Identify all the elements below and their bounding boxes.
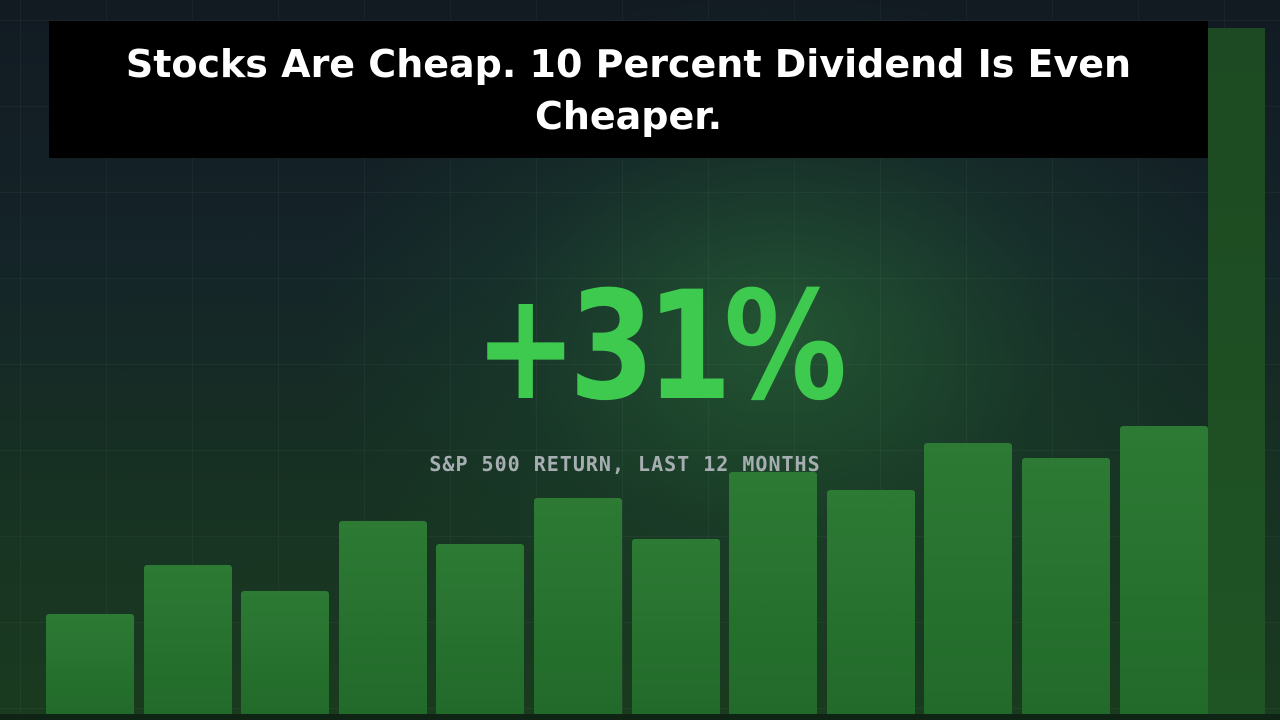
- bottom-edge: [0, 714, 1280, 720]
- bar-3: [241, 591, 329, 715]
- bar-10: [924, 443, 1012, 715]
- bar-5: [436, 544, 524, 715]
- bar-7: [632, 539, 720, 715]
- title-banner: Stocks Are Cheap. 10 Percent Dividend Is…: [49, 21, 1208, 158]
- title-line-1: Stocks Are Cheap. 10 Percent Dividend Is…: [125, 41, 1132, 86]
- bar-8: [729, 472, 817, 715]
- bar-4: [339, 521, 427, 715]
- bar-1: [46, 614, 134, 715]
- headline-value: +31%: [474, 260, 847, 434]
- bar-2: [144, 565, 232, 715]
- bar-6: [534, 498, 622, 715]
- title-text: Stocks Are Cheap. 10 Percent Dividend Is…: [79, 38, 1179, 142]
- right-edge-bar: [1208, 28, 1265, 720]
- bar-12: [1120, 426, 1208, 715]
- caption-text: S&P 500 RETURN, LAST 12 MONTHS: [429, 452, 821, 476]
- bar-9: [827, 490, 915, 715]
- title-line-2: Cheaper.: [534, 93, 723, 138]
- bar-11: [1022, 458, 1110, 715]
